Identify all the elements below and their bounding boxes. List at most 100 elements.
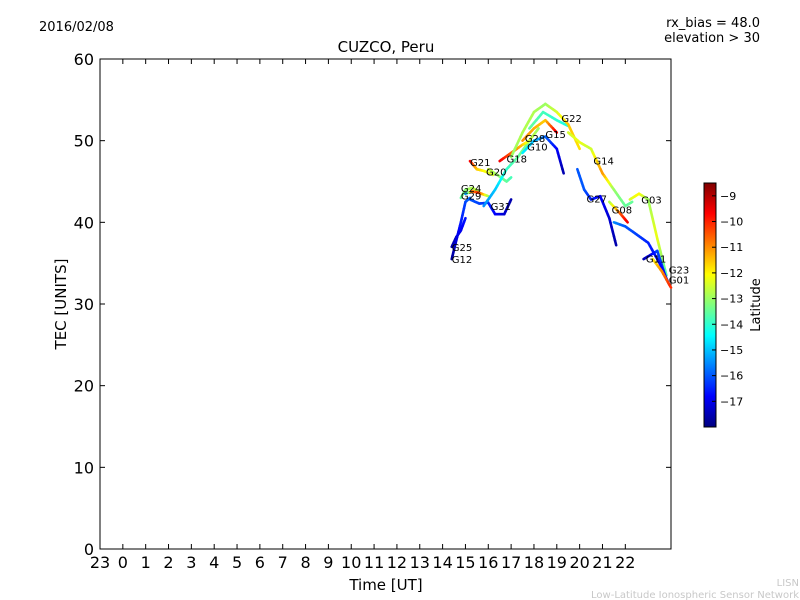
x-tick-label: 17 <box>501 553 521 572</box>
track-segment <box>535 127 540 132</box>
track-segment <box>561 167 565 175</box>
sat-label-g12: G12 <box>452 255 472 266</box>
sat-label-g20: G20 <box>486 168 506 179</box>
sat-label-g11: G11 <box>646 254 666 265</box>
x-tick-label: 8 <box>300 553 310 572</box>
x-tick-label: 10 <box>341 553 361 572</box>
x-tick-label: 1 <box>141 553 151 572</box>
x-tick-label: 2 <box>163 553 173 572</box>
sat-label-g27: G27 <box>586 195 606 206</box>
track-g27 <box>576 167 618 247</box>
cb-tick-label: −17 <box>720 395 743 408</box>
track-segment <box>509 176 513 180</box>
track-segment <box>553 129 559 134</box>
org-short: LISN <box>777 578 799 589</box>
track-g10 <box>521 135 565 175</box>
cb-tick-label: −10 <box>720 216 743 229</box>
cb-tick-label: −13 <box>720 293 743 306</box>
colorbar-ticks: −9 −10 −11 −12 −13 −14 −15 −16 −17 <box>712 190 743 408</box>
x-tick-label: 15 <box>455 553 475 572</box>
x-tick-label: 19 <box>547 553 567 572</box>
cb-tick-label: −12 <box>720 267 743 280</box>
x-tick-label: 22 <box>615 553 635 572</box>
satellite-tracks <box>450 102 673 289</box>
cb-tick-label: −9 <box>720 190 736 203</box>
y-tick-label: 60 <box>74 50 94 69</box>
date-label: 2016/02/08 <box>39 20 114 35</box>
x-tick-label: 11 <box>364 553 384 572</box>
y-axis-label: TEC [UNITS] <box>52 259 70 351</box>
sat-label-g28: G28 <box>525 134 545 145</box>
sat-label-g22: G22 <box>561 114 581 125</box>
x-tick-label: 12 <box>387 553 407 572</box>
track-g12 <box>450 196 472 261</box>
sat-label-g18: G18 <box>507 155 527 166</box>
x-tick-label: 16 <box>478 553 498 572</box>
sat-label-g25: G25 <box>452 243 472 254</box>
x-tick-label: 0 <box>118 553 128 572</box>
x-tick-label: 18 <box>524 553 544 572</box>
y-tick-label: 0 <box>84 540 94 559</box>
track-segment <box>625 219 629 224</box>
track-g15 <box>528 110 570 130</box>
track-g28 <box>498 127 540 163</box>
x-tick-label: 23 <box>90 553 110 572</box>
org-long: Low-Latitude Ionospheric Sensor Network <box>591 590 799 600</box>
x-tick-label: 9 <box>323 553 333 572</box>
x-tick-label: 14 <box>432 553 452 572</box>
track-segment <box>629 200 634 204</box>
track-g29 <box>464 190 490 198</box>
y-tick-label: 40 <box>74 213 94 232</box>
sat-label-g08: G08 <box>612 205 632 216</box>
y-tick-label: 30 <box>74 295 94 314</box>
sat-label-g21: G21 <box>470 158 490 169</box>
elevation-label: elevation > 30 <box>664 31 760 46</box>
x-tick-label: 6 <box>255 553 265 572</box>
sat-label-g24: G24 <box>461 184 481 195</box>
x-axis: 23 0 1 2 3 4 5 6 7 8 9 10 11 12 13 14 15 16 17 18 19 20 21 22 <box>90 59 635 572</box>
x-tick-label: 21 <box>592 553 612 572</box>
y-tick-label: 50 <box>74 132 94 151</box>
x-tick-label: 7 <box>278 553 288 572</box>
cb-tick-label: −15 <box>720 344 743 357</box>
track-g16 <box>521 118 559 142</box>
track-segment <box>463 216 467 222</box>
x-tick-label: 5 <box>232 553 242 572</box>
x-tick-label: 4 <box>209 553 219 572</box>
sat-label-g03: G03 <box>641 195 661 206</box>
sat-label-g14: G14 <box>593 156 613 167</box>
track-segment <box>508 198 513 204</box>
y-tick-label: 20 <box>74 377 94 396</box>
x-tick-label: 13 <box>410 553 430 572</box>
cb-tick-label: −14 <box>720 318 743 331</box>
track-segment <box>668 283 673 289</box>
track-segment <box>490 172 495 177</box>
sat-label-g10: G10 <box>527 142 547 153</box>
cb-tick-label: −16 <box>720 370 743 383</box>
track-segment <box>576 143 581 151</box>
sat-label-g01: G01 <box>669 276 689 287</box>
colorbar-label: Latitude <box>749 278 764 332</box>
sat-label-g31: G31 <box>491 202 511 213</box>
y-axis: 0 10 20 30 40 50 60 <box>74 50 671 559</box>
track-g03 <box>628 192 668 277</box>
x-tick-label: 3 <box>186 553 196 572</box>
track-segment <box>485 194 490 198</box>
track-g01 <box>651 257 673 289</box>
x-axis-label: Time [UT] <box>348 576 422 594</box>
track-g22 <box>509 102 581 159</box>
track-g24 <box>459 186 481 200</box>
track-segment <box>476 189 481 193</box>
sat-label-g23: G23 <box>669 266 689 277</box>
cb-tick-label: −11 <box>720 241 743 254</box>
track-g14 <box>566 131 634 208</box>
plot-frame <box>99 58 672 550</box>
track-g08 <box>608 200 629 224</box>
sat-label-g29: G29 <box>461 191 481 202</box>
chart-title: CUZCO, Peru <box>338 38 435 56</box>
rx-bias-label: rx_bias = 48.0 <box>666 16 760 31</box>
x-tick-label: 20 <box>569 553 589 572</box>
track-segment <box>663 267 668 277</box>
